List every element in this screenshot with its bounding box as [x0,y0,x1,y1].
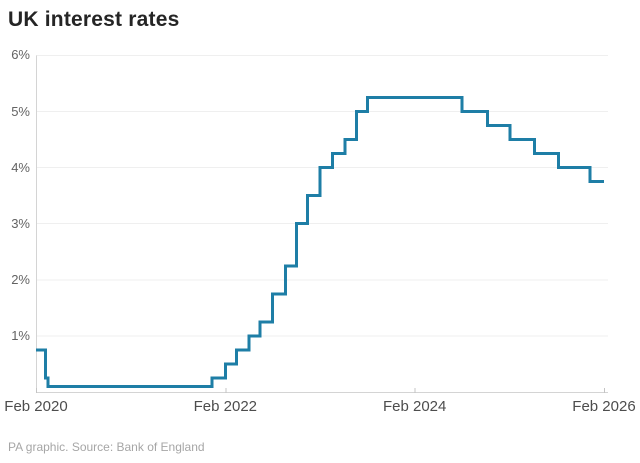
y-axis-label: 1% [11,327,30,343]
x-axis-label: Feb 2024 [382,398,447,415]
x-axis-label: Feb 2026 [572,398,636,415]
rate-step-line [36,96,604,388]
y-axis-label: 4% [11,159,30,175]
x-axis-label: Feb 2020 [4,398,68,415]
y-axis-label: 2% [11,271,30,287]
y-axis-label: 6% [11,47,30,63]
source-attribution: PA graphic. Source: Bank of England [8,440,205,454]
y-axis-label: 3% [11,215,30,231]
page-title: UK interest rates [8,8,180,31]
y-axis-label: 5% [11,103,30,119]
x-axis-label: Feb 2022 [193,398,258,415]
